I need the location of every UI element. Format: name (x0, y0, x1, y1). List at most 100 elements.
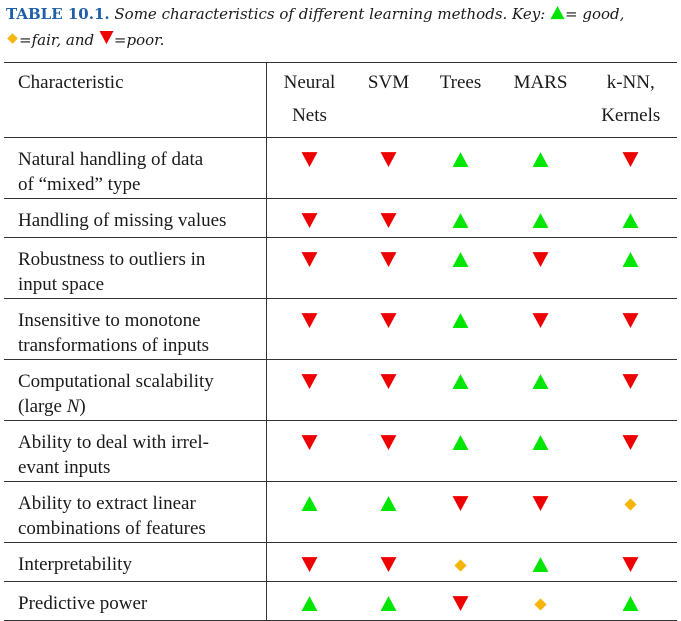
rating-poor-icon (380, 250, 397, 275)
rating-cell (266, 481, 353, 543)
rating-cell (266, 198, 353, 238)
rating-cell (496, 237, 585, 299)
rating-poor-icon (380, 211, 397, 236)
characteristic-cell: Computational scalability (large N) (4, 359, 267, 421)
rating-good-icon (452, 311, 469, 336)
rating-cell (424, 137, 497, 199)
key-poor-icon (99, 28, 114, 53)
characteristic-cell: Predictive power (4, 581, 267, 621)
header-method-line1: k-NN, (606, 72, 655, 93)
rating-poor-icon (301, 311, 318, 336)
rating-fair-icon (533, 594, 548, 619)
key-good-icon (550, 3, 565, 28)
caption-label: TABLE 10.1. (6, 5, 110, 23)
key-good-text: = good, (565, 5, 625, 23)
key-poor-text: =poor. (113, 30, 165, 49)
characteristic-line: Insensitive to monotone (18, 310, 201, 331)
rating-poor-icon (380, 555, 397, 580)
key-fair-text: =fair, and (19, 30, 95, 49)
characteristic-cell: Robustness to outliers in input space (4, 237, 267, 299)
rating-poor-icon (532, 250, 549, 275)
rating-cell (496, 298, 585, 360)
rating-cell (352, 237, 425, 299)
table-row: Ability to deal with irrel-evant inputs (4, 420, 677, 482)
table-row: Computational scalability (large N) (4, 359, 677, 421)
rating-good-icon (380, 594, 397, 619)
rating-poor-icon (452, 494, 469, 519)
header-method: Neural Nets (266, 62, 353, 138)
rating-poor-icon (301, 211, 318, 236)
rating-good-icon (622, 211, 639, 236)
rating-cell (584, 359, 677, 421)
rating-cell (352, 298, 425, 360)
characteristic-line: of “mixed” type (18, 174, 141, 195)
rating-cell (496, 420, 585, 482)
rating-cell (266, 298, 353, 360)
rating-cell (496, 481, 585, 543)
rating-good-icon (532, 555, 549, 580)
header-method: k-NN, Kernels (584, 62, 677, 138)
rating-cell (496, 198, 585, 238)
rating-poor-icon (532, 311, 549, 336)
table-row: Natural handling of data of “mixed” type (4, 137, 677, 199)
characteristic-cell: Insensitive to monotone transformations o… (4, 298, 267, 360)
characteristic-line: Computational scalability (18, 371, 214, 392)
characteristic-line: Predictive power (18, 593, 148, 614)
rating-good-icon (452, 433, 469, 458)
characteristic-line: Ability to deal with irrel- (18, 432, 210, 453)
rating-cell (424, 420, 497, 482)
rating-poor-icon (622, 555, 639, 580)
comparison-table: Characteristic Neural Nets SVM Trees MAR… (4, 62, 677, 621)
characteristic-cell: Interpretability (4, 542, 267, 582)
rating-cell (266, 137, 353, 199)
header-method: Trees (424, 62, 497, 138)
rating-cell (424, 298, 497, 360)
header-method-line1: Neural (283, 72, 336, 93)
table-row: Predictive power (4, 581, 677, 621)
rating-good-icon (532, 372, 549, 397)
rating-good-icon (380, 494, 397, 519)
rating-poor-icon (622, 311, 639, 336)
rating-cell (352, 481, 425, 543)
rating-good-icon (532, 211, 549, 236)
rating-cell (266, 542, 353, 582)
rating-poor-icon (301, 250, 318, 275)
rating-poor-icon (301, 433, 318, 458)
table-body: Natural handling of data of “mixed” type H… (4, 137, 677, 621)
caption-text: Some characteristics of different learni… (114, 5, 546, 23)
table-row: Interpretability (4, 542, 677, 582)
table-row: Handling of missing values (4, 198, 677, 238)
rating-cell (352, 198, 425, 238)
rating-cell (424, 359, 497, 421)
rating-fair-icon (623, 494, 638, 519)
rating-good-icon (532, 433, 549, 458)
rating-good-icon (452, 372, 469, 397)
rating-poor-icon (301, 372, 318, 397)
characteristic-cell: Natural handling of data of “mixed” type (4, 137, 267, 199)
rating-cell (424, 481, 497, 543)
rating-good-icon (301, 594, 318, 619)
rating-cell (584, 198, 677, 238)
rating-good-icon (622, 250, 639, 275)
rating-cell (352, 581, 425, 621)
rating-cell (352, 542, 425, 582)
characteristic-line: Natural handling of data (18, 149, 204, 170)
rating-cell (584, 137, 677, 199)
rating-poor-icon (380, 311, 397, 336)
rating-cell (496, 542, 585, 582)
rating-poor-icon (380, 372, 397, 397)
rating-good-icon (301, 494, 318, 519)
table-row: Insensitive to monotone transformations o… (4, 298, 677, 360)
characteristic-line: Interpretability (18, 554, 132, 575)
rating-poor-icon (301, 555, 318, 580)
rating-cell (266, 359, 353, 421)
rating-cell (424, 237, 497, 299)
header-characteristic: Characteristic (4, 62, 267, 138)
rating-poor-icon (622, 150, 639, 175)
characteristic-line: transformations of inputs (18, 335, 210, 356)
rating-poor-icon (380, 433, 397, 458)
rating-cell (352, 359, 425, 421)
rating-cell (352, 420, 425, 482)
rating-fair-icon (453, 555, 468, 580)
rating-poor-icon (380, 150, 397, 175)
